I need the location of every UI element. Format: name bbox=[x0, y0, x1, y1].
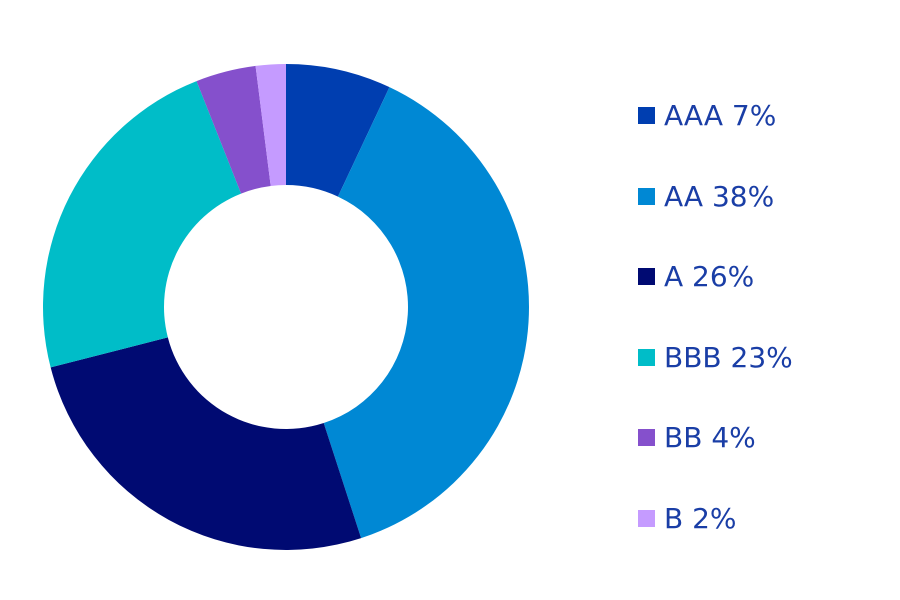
donut-slice-bb bbox=[196, 65, 271, 194]
legend-label: AA 38% bbox=[664, 179, 775, 213]
chart-legend: AAA 7% AA 38% A 26% BBB 23% BB 4% B 2% bbox=[638, 96, 888, 579]
donut-slice-b bbox=[255, 64, 286, 186]
donut-slice-a bbox=[50, 337, 362, 550]
donut-slice-bbb bbox=[42, 81, 242, 368]
legend-label: A 26% bbox=[664, 260, 755, 293]
legend-item-aaa: AAA 7% bbox=[638, 96, 888, 177]
legend-label: AAA 7% bbox=[664, 99, 777, 132]
legend-item-bb: BB 4% bbox=[638, 418, 888, 499]
legend-label: BB 4% bbox=[664, 421, 756, 454]
legend-swatch bbox=[638, 429, 655, 446]
donut-slices bbox=[42, 64, 530, 550]
legend-swatch bbox=[638, 187, 655, 205]
legend-item-a: A 26% bbox=[638, 257, 888, 338]
legend-swatch bbox=[638, 107, 655, 124]
legend-swatch bbox=[638, 348, 655, 366]
legend-item-bbb: BBB 23% bbox=[638, 338, 888, 419]
legend-label: B 2% bbox=[664, 501, 737, 535]
legend-item-b: B 2% bbox=[638, 499, 888, 580]
legend-item-aa: AA 38% bbox=[638, 177, 888, 258]
legend-label: BBB 23% bbox=[664, 340, 793, 374]
legend-swatch bbox=[638, 509, 655, 527]
donut-slice-aa bbox=[323, 87, 530, 539]
donut-slice-aaa bbox=[286, 64, 390, 197]
legend-swatch bbox=[638, 268, 655, 285]
